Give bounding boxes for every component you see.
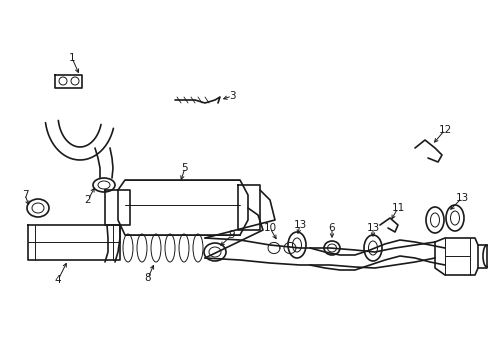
Text: 5: 5 (182, 163, 188, 173)
Text: 4: 4 (55, 275, 61, 285)
Text: 2: 2 (84, 195, 91, 205)
Text: 6: 6 (328, 223, 335, 233)
Text: 8: 8 (144, 273, 151, 283)
Text: 1: 1 (68, 53, 75, 63)
Text: 9: 9 (228, 230, 235, 240)
Text: 10: 10 (263, 223, 276, 233)
Text: 3: 3 (228, 91, 235, 101)
Text: 13: 13 (366, 223, 379, 233)
Text: 13: 13 (454, 193, 468, 203)
Text: 13: 13 (293, 220, 306, 230)
Text: 11: 11 (390, 203, 404, 213)
Text: 7: 7 (21, 190, 28, 200)
Text: 12: 12 (437, 125, 451, 135)
